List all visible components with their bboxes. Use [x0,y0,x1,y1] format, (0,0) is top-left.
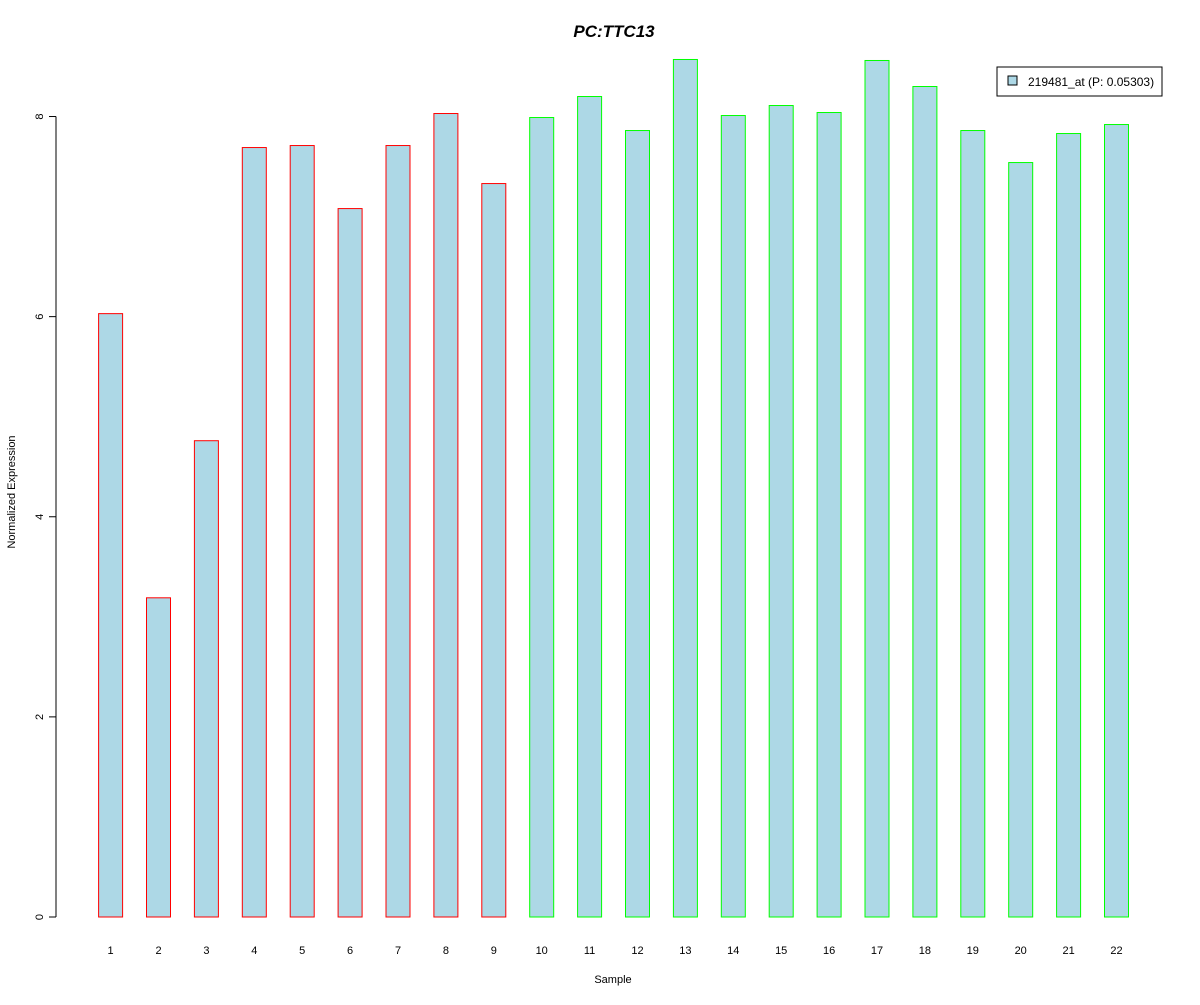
bar [193,440,219,918]
legend: 219481_at (P: 0.05303) [996,66,1163,97]
x-tick-label: 20 [1015,945,1027,957]
bar [816,112,842,918]
bar [529,117,555,918]
bar [768,105,794,918]
x-tick-label: 7 [395,945,401,957]
y-tick-label: 6 [34,314,46,320]
bar [1104,124,1129,918]
x-tick-label: 3 [203,945,209,957]
y-tick-label: 2 [34,714,46,720]
bar [864,59,890,918]
x-tick-label: 19 [967,945,979,957]
bar [481,183,507,918]
bar [1056,133,1082,918]
bar [289,145,315,918]
bar [672,58,698,918]
legend-swatch [1007,75,1018,86]
x-tick-label: 9 [491,945,497,957]
bar [625,130,650,918]
x-tick-label: 8 [443,945,449,957]
bar [385,145,411,918]
x-tick-label: 12 [631,945,643,957]
y-tick-label: 0 [34,914,46,920]
x-tick-label: 2 [155,945,161,957]
bar [912,86,938,918]
x-tick-label: 22 [1110,945,1122,957]
x-tick-label: 21 [1062,945,1074,957]
bar [98,313,124,918]
legend-box [996,66,1163,97]
bar [720,115,746,918]
y-tick-label: 4 [34,514,46,520]
y-axis: 0 2 4 6 8 [34,113,57,920]
x-tick-label: 4 [251,945,257,957]
bar [146,597,171,918]
x-tick-label: 6 [347,945,353,957]
x-tick-label: 1 [108,945,114,957]
bar [337,208,363,918]
x-tick-label: 10 [536,945,548,957]
x-tick-label: 15 [775,945,787,957]
bar [577,96,603,918]
x-tick-labels: 1 2 3 4 5 6 7 8 9 10 11 12 13 14 15 16 17 18 19 20 21 22 [108,945,1123,957]
chart-title: PC:TTC13 [573,22,655,41]
bar [241,147,267,918]
bar [1008,162,1034,918]
x-tick-label: 18 [919,945,931,957]
x-tick-label: 5 [299,945,305,957]
x-tick-label: 16 [823,945,835,957]
y-axis-label: Normalized Expression [6,435,18,548]
bars [98,58,1129,918]
x-tick-label: 14 [727,945,739,957]
bar [960,130,986,918]
y-tick-label: 8 [34,113,46,119]
x-tick-label: 13 [679,945,691,957]
x-tick-label: 11 [584,945,595,957]
x-tick-label: 17 [871,945,883,957]
bar [433,113,459,918]
legend-label: 219481_at (P: 0.05303) [1028,75,1154,89]
x-axis-label: Sample [594,974,631,986]
